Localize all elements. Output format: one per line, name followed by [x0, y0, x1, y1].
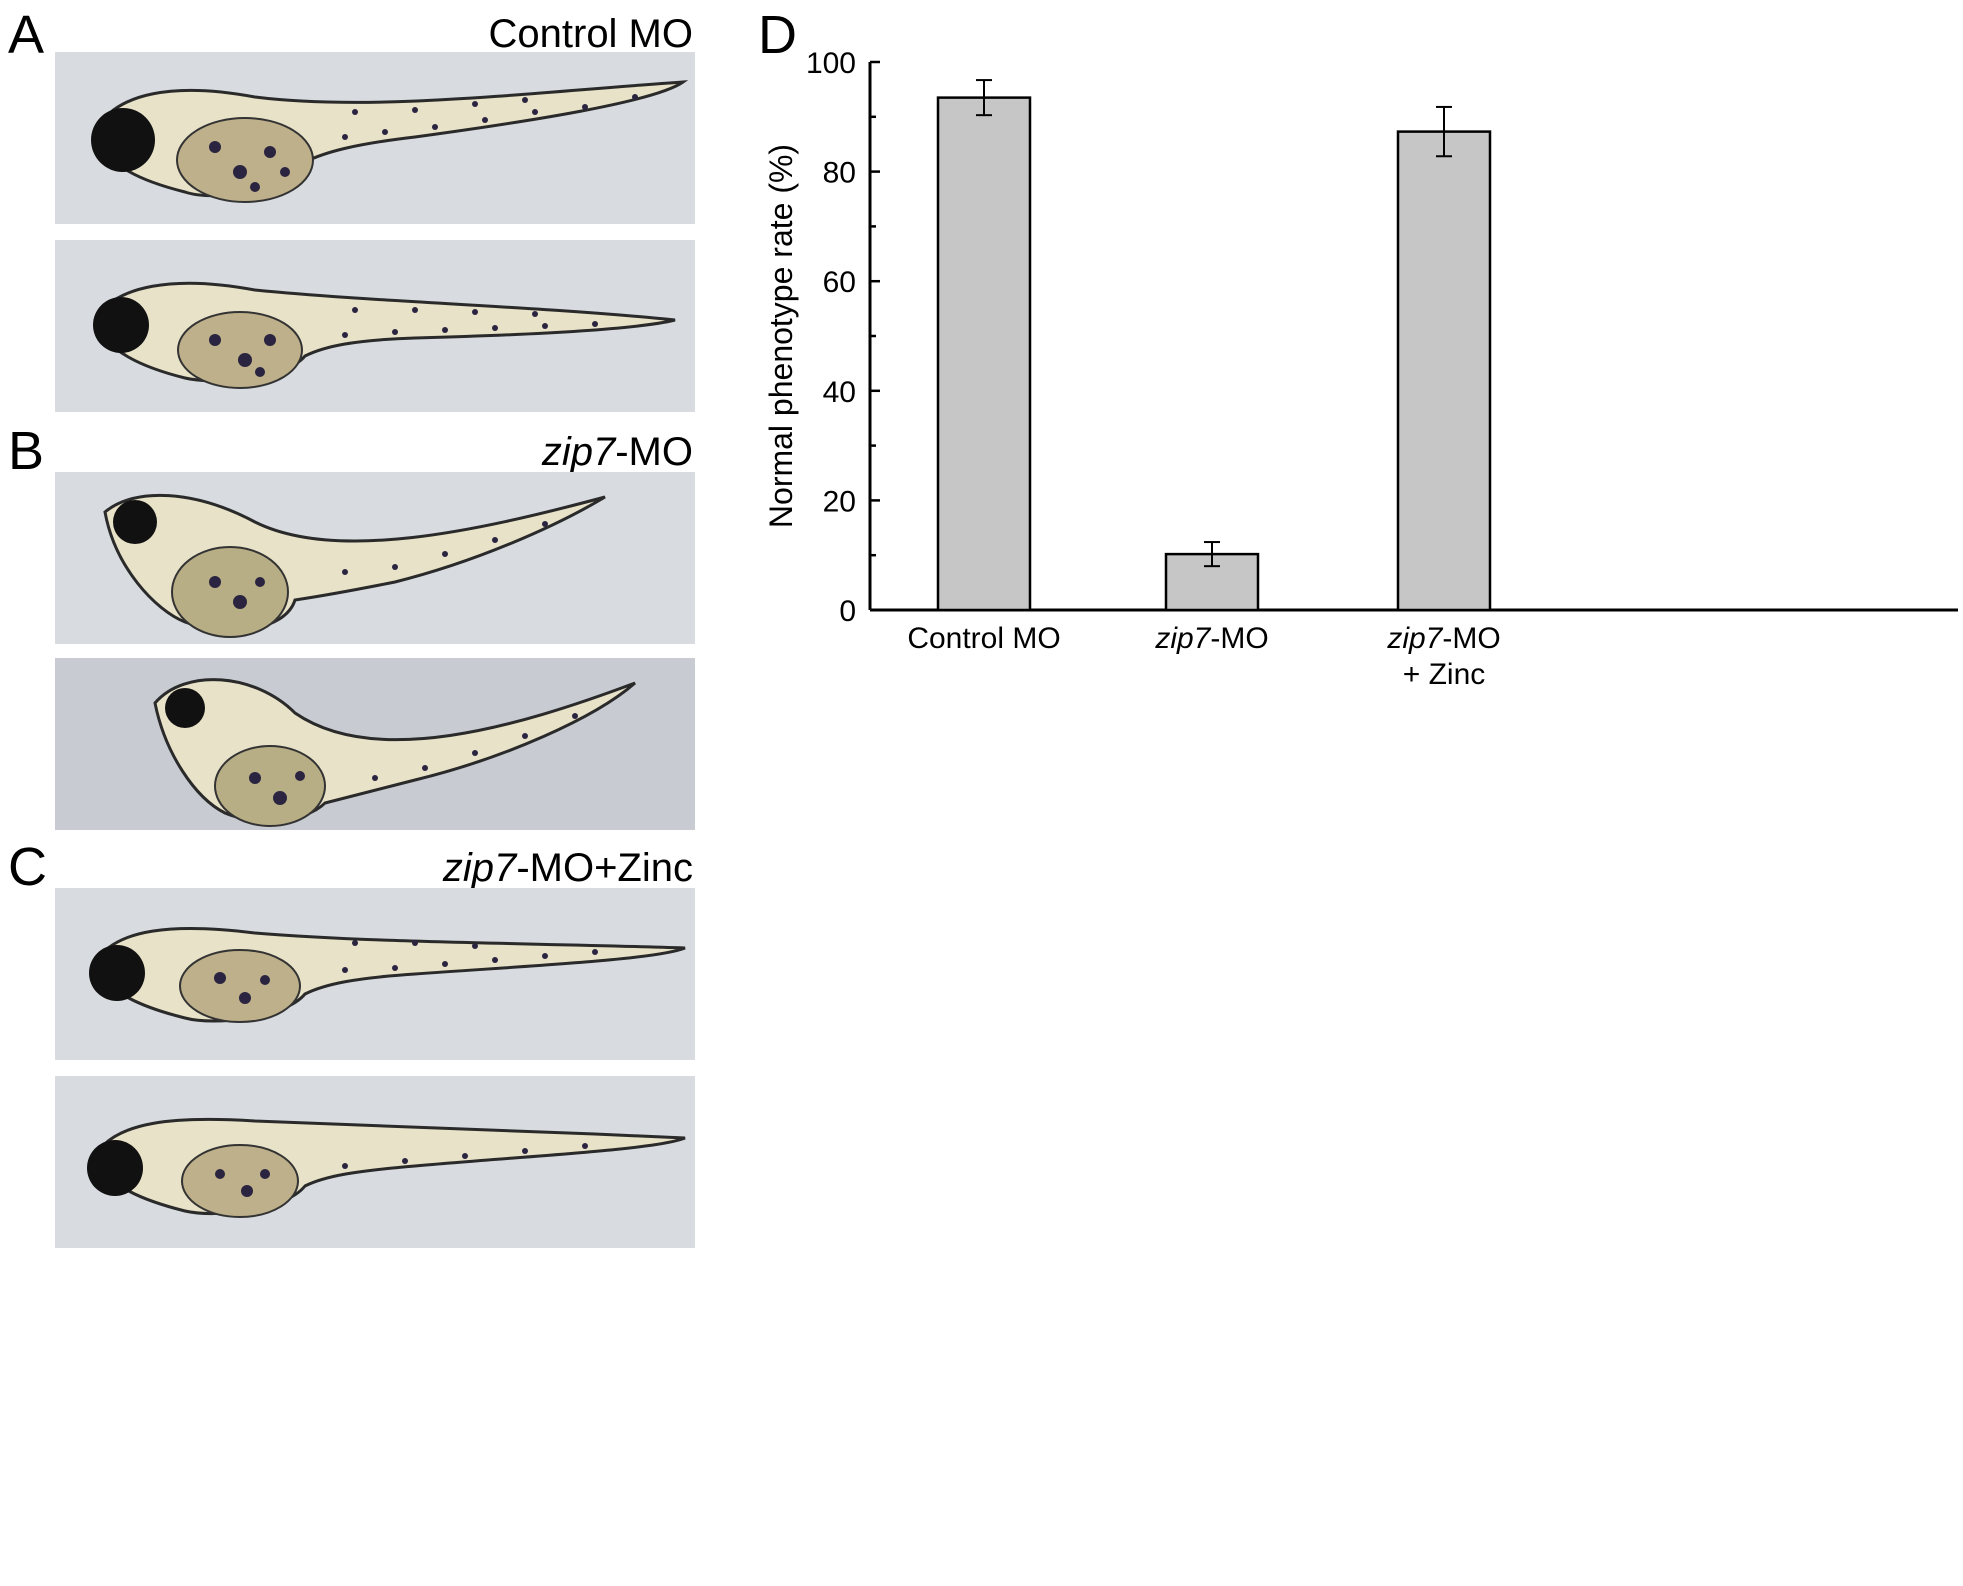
panel-d-letter: D [758, 5, 797, 65]
x-tick-label: zip7-MO [1386, 622, 1500, 655]
x-tick-label: zip7-MO [1154, 622, 1268, 655]
panel-b-photo-1 [55, 472, 695, 644]
panel-a-photo-1 [55, 52, 695, 224]
y-tick-label: 20 [823, 485, 856, 518]
panel-b-title: zip7-MO [542, 432, 693, 472]
panel-b-title-gene: zip7 [541, 430, 616, 474]
y-tick-label: 60 [823, 266, 856, 299]
panel-c-photo-1 [55, 888, 695, 1060]
panel-b-letter: B [8, 421, 45, 481]
panel-c-letter: C [8, 837, 47, 897]
bar [1396, 130, 1492, 612]
panel-c-title: zip7-MO+Zinc [443, 848, 693, 888]
panel-b-title-rest: -MO [615, 430, 693, 474]
panel-a-title: Control MO [488, 12, 694, 56]
x-tick-label: Control MO [907, 622, 1060, 655]
panel-a-letter: A [8, 5, 45, 65]
bar [936, 96, 1032, 612]
y-tick-label: 40 [823, 376, 856, 409]
panel-c-photo-2 [55, 1076, 695, 1248]
y-axis-label: Normal phenotype rate (%) [763, 144, 799, 528]
panel-b-photo-2 [55, 658, 695, 830]
panel-c-title-gene: zip7 [442, 846, 517, 890]
y-tick-label: 80 [823, 157, 856, 190]
y-tick-label: 100 [806, 47, 856, 80]
y-tick-label: 0 [839, 595, 856, 628]
panel-a-photo-2 [55, 240, 695, 412]
x-tick-label-line2: + Zinc [1403, 658, 1486, 691]
panel-c-title-rest: -MO+Zinc [516, 846, 693, 890]
